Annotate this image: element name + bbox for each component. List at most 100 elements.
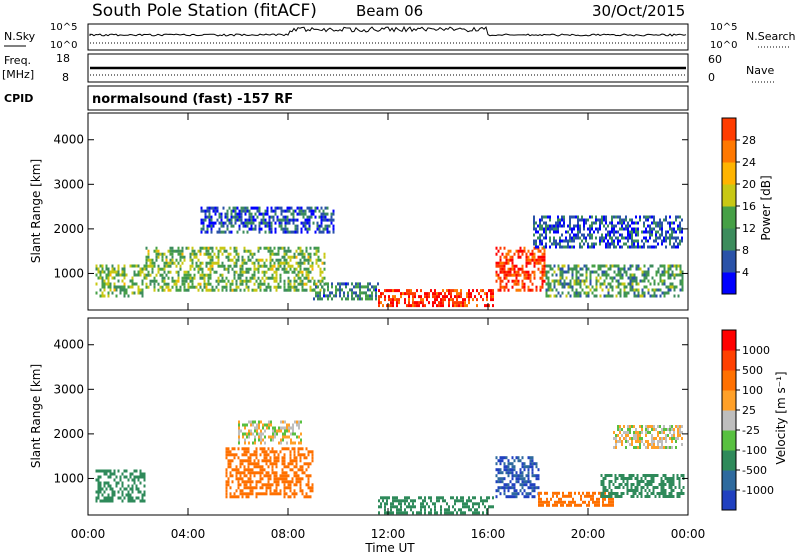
data-cell-0 <box>119 288 122 292</box>
data-cell-7 <box>639 425 641 428</box>
data-cell-7 <box>637 434 639 437</box>
data-cell-4 <box>484 292 486 296</box>
data-cell-1 <box>287 276 290 280</box>
data-cell-1 <box>307 486 310 490</box>
data-cell-7 <box>659 431 661 434</box>
data-cell-5 <box>574 500 576 504</box>
data-cell-3 <box>410 505 412 509</box>
data-cell-2 <box>224 230 227 234</box>
data-cell-6 <box>681 276 684 280</box>
data-cell-6 <box>626 483 629 486</box>
data-cell-1 <box>167 261 170 265</box>
data-cell-1 <box>251 471 254 475</box>
data-cell-0 <box>107 267 110 271</box>
data-cell-6 <box>639 294 642 298</box>
data-cell-6 <box>637 294 640 298</box>
data-cell-4 <box>501 480 504 484</box>
data-cell-4 <box>378 289 380 293</box>
data-cell-6 <box>625 285 628 289</box>
data-cell-2 <box>284 230 287 234</box>
data-cell-0 <box>133 481 136 485</box>
data-cell-4 <box>509 480 512 484</box>
data-cell-2 <box>276 429 278 433</box>
data-cell-3 <box>384 508 386 512</box>
data-cell-6 <box>581 279 584 283</box>
data-cell-6 <box>668 483 671 486</box>
data-cell-6 <box>616 486 619 489</box>
data-cell-6 <box>589 270 592 274</box>
data-cell-4 <box>503 492 506 496</box>
data-cell-1 <box>245 276 248 280</box>
data-cell-6 <box>645 276 648 280</box>
data-cell-6 <box>581 267 584 271</box>
data-cell-1 <box>177 252 180 256</box>
data-cell-1 <box>229 492 232 496</box>
data-cell-4 <box>390 304 392 308</box>
data-cell-1 <box>239 474 242 478</box>
data-cell-1 <box>163 267 166 271</box>
data-cell-1 <box>251 276 254 280</box>
data-cell-5 <box>511 264 514 268</box>
data-cell-4 <box>525 474 528 478</box>
data-cell-0 <box>103 469 106 473</box>
data-cell-1 <box>277 246 280 250</box>
data-cell-1 <box>289 450 292 454</box>
data-cell-6 <box>587 267 590 271</box>
data-cell-1 <box>257 459 260 463</box>
data-cell-1 <box>261 282 264 286</box>
data-cell-6 <box>661 273 664 277</box>
data-cell-6 <box>669 267 672 271</box>
data-cell-7 <box>603 239 605 243</box>
data-cell-7 <box>615 437 617 440</box>
data-cell-7 <box>573 224 575 228</box>
data-cell-0 <box>133 499 136 503</box>
data-cell-5 <box>519 249 522 253</box>
data-cell-0 <box>137 496 140 500</box>
data-cell-7 <box>651 440 653 443</box>
data-cell-7 <box>663 239 665 243</box>
data-cell-4 <box>531 486 534 490</box>
data-cell-2 <box>326 224 329 228</box>
data-cell-1 <box>273 489 276 493</box>
data-cell-7 <box>567 239 569 243</box>
data-cell-7 <box>639 215 641 219</box>
data-cell-1 <box>301 273 304 277</box>
data-cell-1 <box>147 264 150 268</box>
data-cell-3 <box>432 502 434 506</box>
data-cell-1 <box>299 261 302 265</box>
data-cell-6 <box>559 276 562 280</box>
data-cell-4 <box>418 304 420 308</box>
data-cell-7 <box>645 230 647 234</box>
data-cell-7 <box>673 434 675 437</box>
data-cell-1 <box>235 252 238 256</box>
data-cell-1 <box>299 453 302 457</box>
data-cell-1 <box>191 279 194 283</box>
data-cell-6 <box>563 279 566 283</box>
data-cell-0 <box>125 288 128 292</box>
data-cell-2 <box>236 218 239 222</box>
data-cell-2 <box>258 209 261 213</box>
data-cell-4 <box>503 456 506 460</box>
data-cell-4 <box>505 465 508 469</box>
data-cell-1 <box>299 264 302 268</box>
data-cell-4 <box>452 298 454 302</box>
data-cell-2 <box>312 209 315 213</box>
data-cell-7 <box>613 227 615 231</box>
data-cell-7 <box>591 245 593 249</box>
data-cell-1 <box>241 471 244 475</box>
data-cell-4 <box>456 304 458 308</box>
data-cell-6 <box>545 294 548 298</box>
data-cell-7 <box>669 227 671 231</box>
data-cell-1 <box>303 288 306 292</box>
data-cell-5 <box>556 494 558 498</box>
data-cell-3 <box>454 502 456 506</box>
colorbar-swatch <box>722 250 736 273</box>
data-cell-3 <box>492 505 494 509</box>
data-cell-4 <box>525 465 528 469</box>
data-cell-6 <box>628 489 631 492</box>
data-cell-1 <box>283 483 286 487</box>
data-cell-1 <box>151 279 154 283</box>
data-cell-5 <box>529 273 532 277</box>
data-cell-0 <box>97 478 100 482</box>
data-cell-5 <box>544 500 546 504</box>
